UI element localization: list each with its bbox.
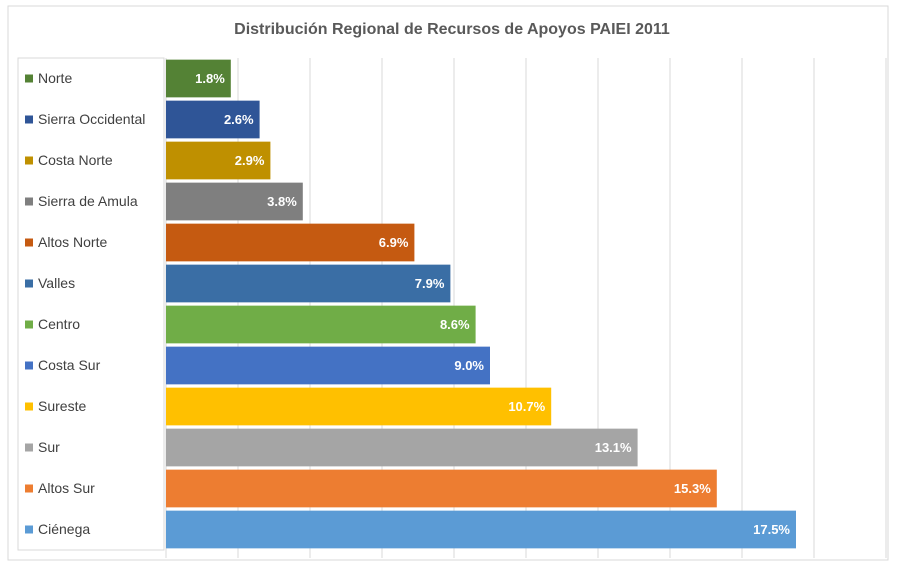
bar (166, 59, 231, 98)
bar (166, 264, 451, 303)
legend-marker (25, 361, 33, 370)
legend-marker (25, 156, 33, 165)
value-label: 15.3% (674, 481, 711, 496)
value-label: 13.1% (595, 440, 632, 455)
legend-marker (25, 320, 33, 329)
bar (166, 305, 476, 344)
category-label: Ciénega (38, 521, 90, 537)
category-label: Sur (38, 439, 60, 455)
legend-marker (25, 74, 33, 83)
bar (166, 510, 796, 549)
category-label: Sierra de Amula (38, 193, 138, 209)
category-label: Valles (38, 275, 75, 291)
bar (166, 223, 415, 262)
category-label: Costa Norte (38, 152, 113, 168)
legend-marker (25, 402, 33, 411)
value-label: 7.9% (415, 276, 445, 291)
legend-marker (25, 197, 33, 206)
legend-marker (25, 443, 33, 452)
value-label: 2.6% (224, 112, 254, 127)
bar (166, 387, 552, 426)
value-label: 6.9% (379, 235, 409, 250)
value-label: 2.9% (235, 153, 265, 168)
legend-marker (25, 238, 33, 247)
category-label: Centro (38, 316, 80, 332)
legend-marker (25, 484, 33, 493)
category-label: Sureste (38, 398, 86, 414)
category-label: Sierra Occidental (38, 111, 145, 127)
category-label: Altos Norte (38, 234, 107, 250)
value-label: 9.0% (454, 358, 484, 373)
category-label: Costa Sur (38, 357, 101, 373)
category-label: Norte (38, 70, 72, 86)
bar (166, 182, 303, 221)
bar (166, 428, 638, 467)
chart-title: Distribución Regional de Recursos de Apo… (234, 21, 670, 38)
value-label: 10.7% (508, 399, 545, 414)
bar (166, 141, 271, 180)
legend-marker (25, 115, 33, 124)
legend-marker (25, 525, 33, 534)
bar (166, 100, 260, 139)
legend-marker (25, 279, 33, 288)
bar (166, 346, 490, 385)
value-label: 8.6% (440, 317, 470, 332)
value-label: 17.5% (753, 522, 790, 537)
label-box (17, 57, 165, 551)
bar (166, 469, 717, 508)
category-label: Altos Sur (38, 480, 95, 496)
value-label: 1.8% (195, 71, 225, 86)
value-label: 3.8% (267, 194, 297, 209)
